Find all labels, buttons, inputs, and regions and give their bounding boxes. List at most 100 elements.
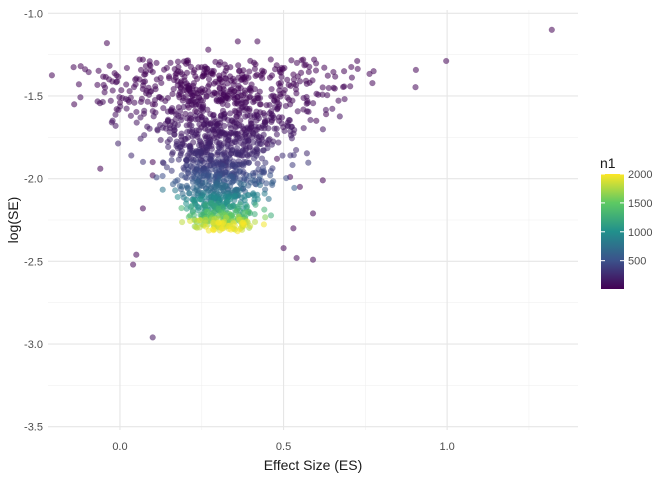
- data-point: [226, 203, 233, 210]
- data-point: [293, 59, 301, 67]
- data-point: [246, 68, 253, 75]
- data-point: [293, 254, 300, 262]
- data-point: [161, 66, 168, 73]
- data-point: [168, 167, 175, 174]
- data-point: [313, 117, 320, 124]
- data-point: [186, 149, 193, 157]
- data-point: [249, 177, 257, 184]
- data-point: [245, 159, 253, 166]
- grid-lines: [48, 10, 578, 430]
- data-point: [215, 219, 223, 226]
- data-point: [251, 97, 258, 105]
- data-point: [186, 190, 193, 197]
- data-point: [265, 137, 272, 144]
- data-point: [271, 97, 278, 104]
- legend-colorbar: [601, 174, 624, 289]
- data-point: [277, 93, 284, 100]
- data-point: [324, 72, 331, 79]
- data-point: [293, 146, 300, 154]
- data-point: [159, 186, 166, 193]
- x-tick-label: 0.0: [112, 441, 127, 453]
- data-point: [229, 86, 236, 93]
- data-point: [271, 125, 278, 132]
- data-point: [178, 172, 185, 179]
- data-point: [215, 79, 222, 87]
- data-point: [205, 46, 212, 53]
- data-point: [322, 106, 330, 114]
- data-point: [290, 76, 298, 83]
- data-point: [282, 102, 290, 110]
- data-point: [215, 205, 222, 212]
- data-point: [257, 94, 264, 102]
- data-point: [251, 65, 259, 73]
- data-point: [123, 105, 130, 112]
- data-point: [235, 82, 242, 89]
- data-point: [265, 195, 272, 203]
- data-point: [130, 83, 138, 91]
- data-point: [231, 138, 239, 145]
- data-point: [309, 256, 317, 263]
- data-point: [159, 172, 166, 180]
- data-point: [267, 212, 275, 219]
- data-point: [273, 131, 281, 138]
- data-point: [251, 218, 259, 226]
- data-point: [242, 138, 249, 145]
- data-point: [300, 125, 307, 132]
- y-tick-label: -2.0: [24, 174, 43, 186]
- data-point: [443, 57, 450, 65]
- data-point: [228, 162, 236, 169]
- data-point: [77, 63, 84, 70]
- data-point: [196, 87, 204, 94]
- data-point: [341, 95, 348, 103]
- data-point: [294, 108, 301, 115]
- data-point: [142, 71, 149, 78]
- data-point: [140, 82, 147, 89]
- data-point: [366, 70, 373, 78]
- data-point: [180, 103, 187, 111]
- data-point: [100, 73, 107, 80]
- data-point: [139, 205, 147, 212]
- data-point: [163, 164, 171, 171]
- data-point: [183, 200, 190, 207]
- x-tick-label: 0.5: [276, 441, 291, 453]
- data-point: [178, 183, 186, 190]
- data-point: [194, 178, 201, 185]
- data-point: [205, 83, 212, 90]
- y-tick-label: -3.5: [24, 422, 43, 434]
- data-point: [130, 261, 137, 268]
- legend-label: 500: [628, 256, 646, 268]
- data-point: [303, 150, 311, 157]
- data-point: [101, 84, 109, 91]
- data-point: [224, 80, 231, 87]
- data-point: [263, 180, 270, 187]
- data-point: [221, 61, 228, 68]
- data-point: [168, 157, 175, 164]
- data-point: [234, 228, 241, 235]
- data-point: [234, 38, 241, 45]
- data-point: [187, 217, 194, 225]
- data-point: [178, 116, 185, 124]
- data-point: [166, 128, 173, 136]
- data-point: [166, 73, 173, 80]
- data-point: [206, 128, 213, 135]
- data-point: [231, 78, 238, 85]
- data-point: [153, 174, 160, 181]
- data-point: [369, 79, 376, 87]
- data-point: [232, 209, 240, 216]
- data-point: [118, 87, 125, 94]
- data-point: [240, 181, 248, 188]
- data-point: [321, 64, 328, 71]
- data-point: [296, 78, 304, 85]
- data-point: [305, 159, 312, 166]
- data-points: [48, 26, 555, 341]
- data-point: [256, 101, 264, 108]
- data-point: [235, 62, 242, 69]
- data-point: [257, 182, 264, 189]
- data-point: [159, 159, 167, 166]
- data-point: [175, 156, 182, 163]
- data-point: [199, 107, 207, 115]
- data-point: [305, 68, 312, 76]
- data-point: [199, 73, 206, 80]
- data-point: [246, 93, 254, 100]
